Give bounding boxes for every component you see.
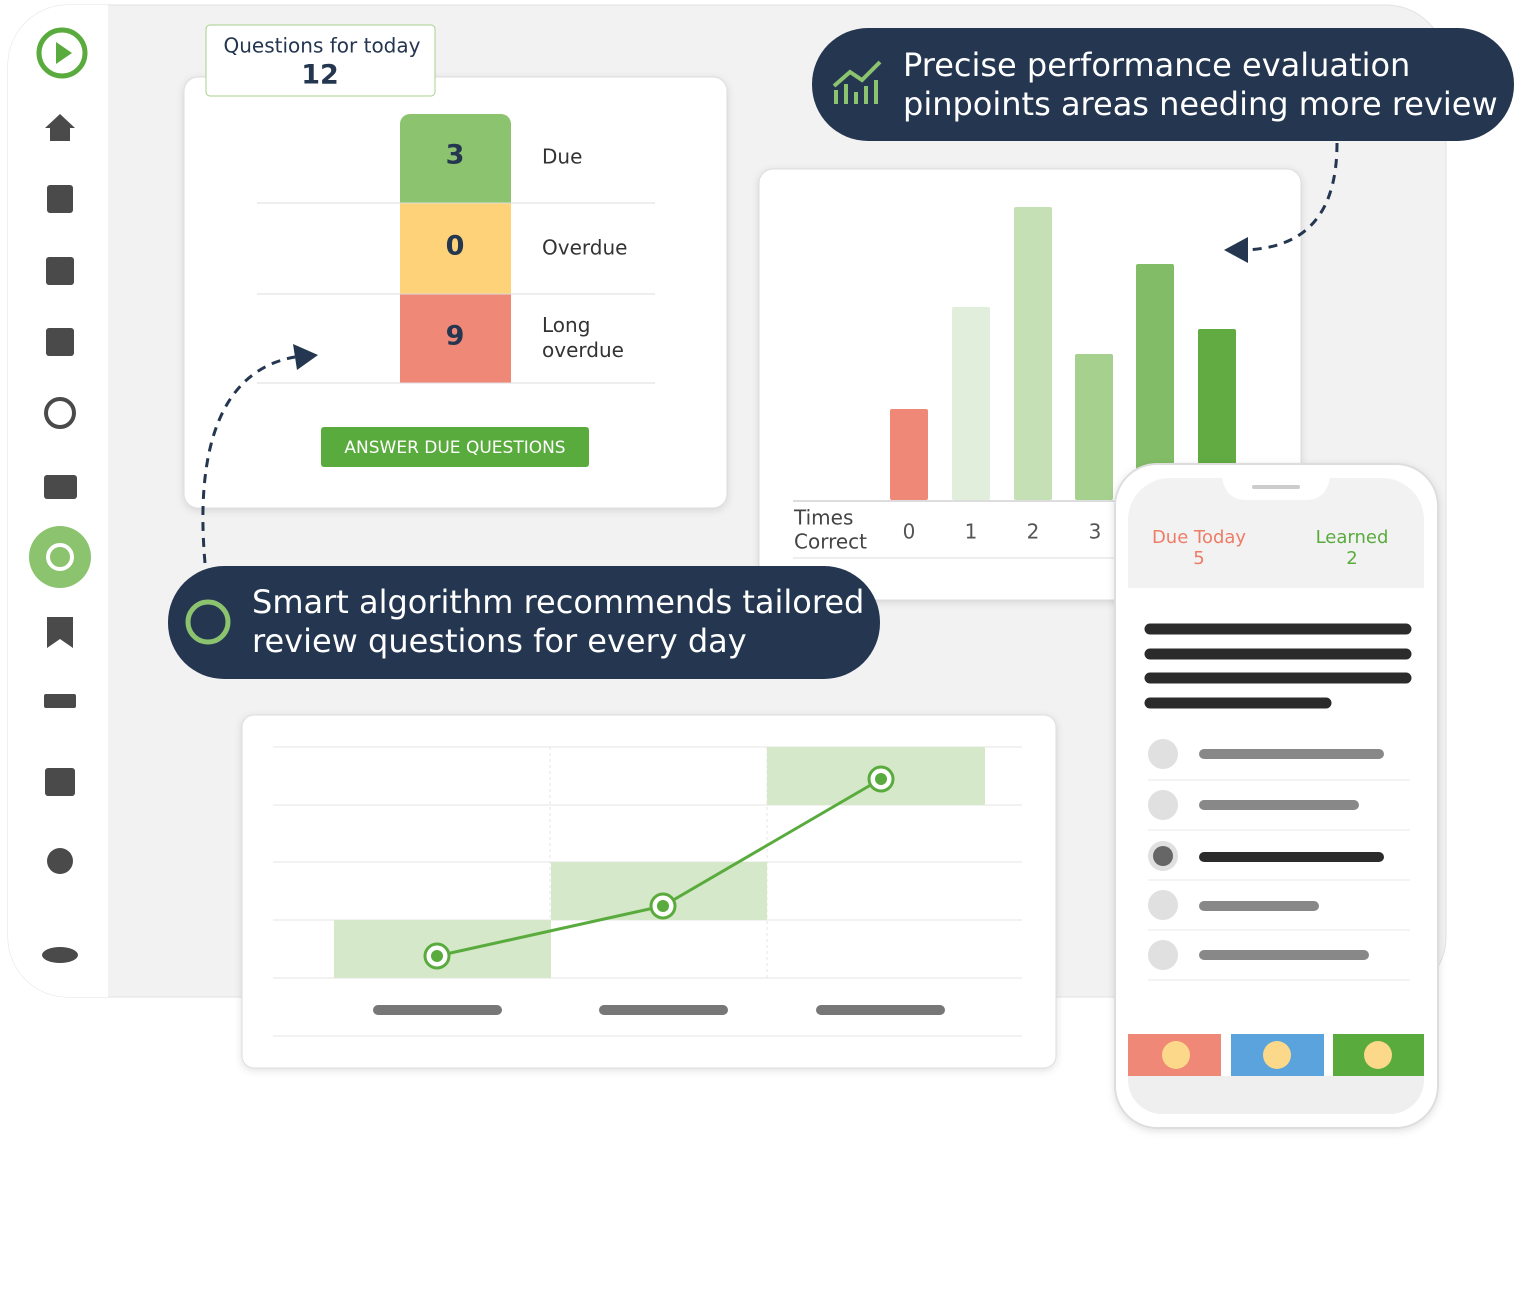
- times-correct-labels: 0 1 2 3: [903, 520, 1102, 544]
- due-today-label: Due Today: [1152, 527, 1246, 548]
- axis-label: Correct: [794, 530, 867, 554]
- stack-count: 0: [446, 231, 465, 262]
- callout-text: Smart algorithm recommends tailored: [252, 583, 864, 621]
- point-dot: [431, 950, 443, 962]
- callout-text: Precise performance evaluation: [903, 46, 1410, 84]
- option-radio[interactable]: [1148, 940, 1178, 970]
- due-today-count: 5: [1193, 548, 1204, 569]
- phone-footer: [1128, 1074, 1424, 1114]
- category-label: 1: [965, 520, 978, 544]
- category-label: 0: [903, 520, 916, 544]
- clipboard-icon[interactable]: [47, 185, 73, 213]
- callout-performance: [812, 28, 1514, 141]
- callout-text: review questions for every day: [252, 622, 747, 660]
- overdue-block: [400, 203, 511, 294]
- arrow: [1244, 142, 1339, 252]
- point-dot: [657, 900, 669, 912]
- edit-icon[interactable]: [44, 694, 76, 708]
- stack-separators: [257, 202, 655, 384]
- quiz-icon[interactable]: [44, 397, 76, 429]
- stack-label: Overdue: [542, 236, 627, 260]
- chart-icon: [832, 60, 882, 104]
- option-radio[interactable]: [1148, 790, 1178, 820]
- point-dots: [431, 773, 887, 962]
- option-radio-selected: [1153, 846, 1173, 866]
- face: [1364, 1041, 1392, 1069]
- bar: [952, 307, 990, 500]
- bar: [890, 409, 928, 500]
- learned-label: Learned: [1316, 527, 1389, 548]
- bar: [1014, 207, 1052, 500]
- option-separators: [1148, 779, 1410, 981]
- option-radio[interactable]: [1148, 890, 1178, 920]
- stack-label: Long: [542, 313, 590, 337]
- point-dot: [875, 773, 887, 785]
- review-icon-glyph: [46, 543, 74, 571]
- due-block: [400, 114, 511, 203]
- arrow-head: [293, 344, 318, 370]
- users-icon[interactable]: [42, 947, 78, 963]
- option-radio[interactable]: [1148, 739, 1178, 769]
- callout-text: pinpoints areas needing more review: [903, 85, 1498, 123]
- face: [1162, 1041, 1190, 1069]
- answer-button-label: ANSWER DUE QUESTIONS: [344, 438, 565, 458]
- stats-icon[interactable]: [45, 768, 75, 796]
- phone-header: [1128, 478, 1424, 588]
- home-icon[interactable]: [45, 114, 75, 141]
- long-overdue-block: [400, 294, 511, 383]
- questions-box: [205, 24, 436, 97]
- stack-label: Due: [542, 145, 582, 169]
- stack-count: 3: [446, 140, 465, 171]
- list-icon[interactable]: [44, 475, 77, 499]
- question-placeholder: [1144, 623, 1412, 709]
- bar: [1198, 329, 1236, 500]
- sidebar-icons: [29, 27, 91, 963]
- bar: [1075, 354, 1113, 500]
- axis-label: Times: [793, 506, 853, 530]
- questions-count: 12: [301, 60, 339, 91]
- callout-algorithm: [168, 566, 880, 679]
- bar: [1136, 264, 1174, 500]
- stack-label: overdue: [542, 338, 624, 362]
- sidebar: [8, 5, 108, 997]
- bookmark-icon[interactable]: [47, 617, 73, 648]
- answer-options: [1148, 739, 1410, 981]
- learned-count: 2: [1346, 548, 1357, 569]
- option-texts: [1199, 749, 1384, 960]
- answer-button[interactable]: [321, 427, 589, 467]
- review-icon-active[interactable]: [29, 526, 91, 588]
- video-icon[interactable]: [46, 257, 74, 285]
- face: [1263, 1041, 1291, 1069]
- logo-play: [56, 42, 72, 64]
- arrow-head: [1224, 237, 1248, 263]
- questions-label: Questions for today: [224, 34, 421, 58]
- logo: [36, 27, 88, 79]
- faces: [1162, 1041, 1392, 1069]
- notes-icon[interactable]: [46, 328, 74, 356]
- category-label: 3: [1089, 520, 1102, 544]
- clock-icon: [185, 599, 231, 645]
- category-label: 2: [1027, 520, 1040, 544]
- performance-bars: [890, 207, 1236, 500]
- stack-count: 9: [446, 321, 465, 352]
- settings-icon[interactable]: [47, 848, 73, 874]
